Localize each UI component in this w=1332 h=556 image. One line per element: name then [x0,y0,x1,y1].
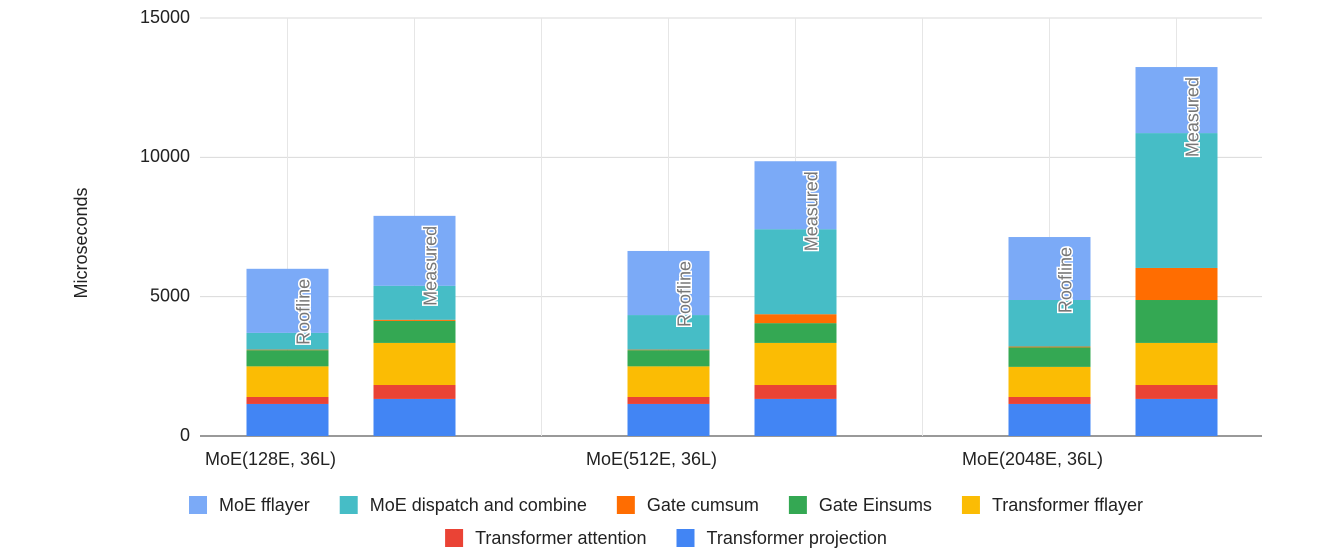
bar-segment [1135,133,1218,268]
bar-segment [1135,385,1218,399]
y-tick-label: 10000 [140,146,190,166]
bar-segment [1008,300,1091,347]
bar-segment [627,315,710,350]
bar-segment [1008,347,1091,367]
legend-label: MoE dispatch and combine [370,495,587,515]
bar-segment [246,396,329,404]
bar-segment [246,403,329,436]
bar-segment [1135,67,1218,134]
bar-segment [373,215,456,286]
bar-segment [754,314,837,324]
bar-segment [246,349,329,351]
bar-segment [1135,398,1218,436]
legend-swatch [788,496,807,514]
bar-label: Measured [420,226,440,306]
bar-segment [627,250,710,316]
y-tick-label: 5000 [150,285,190,305]
bar-segment [627,366,710,397]
bar-segment [754,161,837,230]
legend-label: Gate Einsums [819,495,932,515]
bar-segment [754,323,837,343]
bar-segment [373,398,456,436]
bar-segment [1135,342,1218,386]
legend-row: Transformer attention Transformer project… [445,528,887,548]
bar-segment [627,403,710,436]
bar-segment [1008,403,1091,436]
bar-segment [754,385,837,399]
y-axis-title: Microseconds [71,187,91,298]
bar-segment [373,319,456,321]
y-tick-label: 15000 [140,7,190,27]
bar-label: Roofline [293,279,313,345]
bar-label: Roofline [674,261,694,327]
legend-swatch [189,496,208,514]
bar-segment [627,349,710,351]
bar-segment [373,320,456,343]
legend-row: MoE fflayer MoE dispatch and combine Gate … [189,495,1143,515]
bar-segment [1135,267,1218,301]
bar-segment [246,268,329,333]
bar-segment [246,332,329,350]
x-tick-label: MoE(2048E, 36L) [962,449,1103,469]
legend-swatch [676,529,695,547]
bar-segment [246,366,329,397]
x-tick-label: MoE(512E, 36L) [586,449,717,469]
legend-label: Transformer fflayer [992,495,1143,515]
bar-segment [627,396,710,404]
bar-label: Measured [801,171,821,251]
bar-segment [246,350,329,367]
bar-segment [373,285,456,320]
bar-segment [754,342,837,386]
y-tick-label: 0 [180,425,190,445]
bar-label: Roofline [1055,247,1075,313]
bar-segment [1135,300,1218,343]
legend-swatch [445,529,464,547]
bar-segment [373,342,456,386]
legend-label: MoE fflayer [219,495,310,515]
legend-label: Transformer projection [707,528,887,548]
bar-segment [373,385,456,399]
legend-label: Gate cumsum [647,495,759,515]
x-tick-label: MoE(128E, 36L) [205,449,336,469]
bar-label: Measured [1182,77,1202,157]
bar-segment [627,350,710,367]
bar-segment [1008,346,1091,348]
bar-segment [754,398,837,436]
legend-label: Transformer attention [475,528,646,548]
legend-swatch [616,496,635,514]
legend-swatch [339,496,358,514]
bar-segment [1008,366,1091,397]
bar-segment [754,229,837,315]
legend-swatch [961,496,980,514]
bar-segment [1008,396,1091,404]
bar-segment [1008,237,1091,301]
